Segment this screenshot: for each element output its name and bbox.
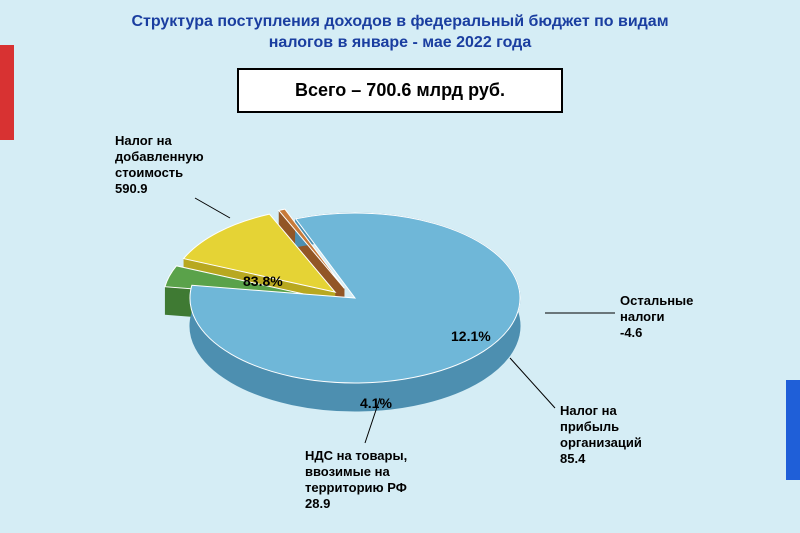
label-vat: Налог на добавленную стоимость 590.9 xyxy=(115,133,204,198)
total-box: Всего – 700.6 млрд руб. xyxy=(237,68,563,113)
chart-title: Структура поступления доходов в федераль… xyxy=(0,0,800,60)
pct-profit: 12.1% xyxy=(451,328,491,344)
label-vat-import: НДС на товары, ввозимые на территорию РФ… xyxy=(305,448,407,513)
title-line-2: налогов в январе - мае 2022 года xyxy=(269,34,531,51)
label-profit: Налог на прибыль организаций 85.4 xyxy=(560,403,642,468)
pct-vat-import: 4.1% xyxy=(360,395,392,411)
total-label: Всего – 700.6 млрд руб. xyxy=(295,80,505,100)
pct-vat: 83.8% xyxy=(243,273,283,289)
label-other: Остальные налоги -4.6 xyxy=(620,293,693,342)
title-line-1: Структура поступления доходов в федераль… xyxy=(131,13,668,30)
pie-chart: 83.8% 4.1% 12.1% Налог на добавленную ст… xyxy=(0,123,800,503)
